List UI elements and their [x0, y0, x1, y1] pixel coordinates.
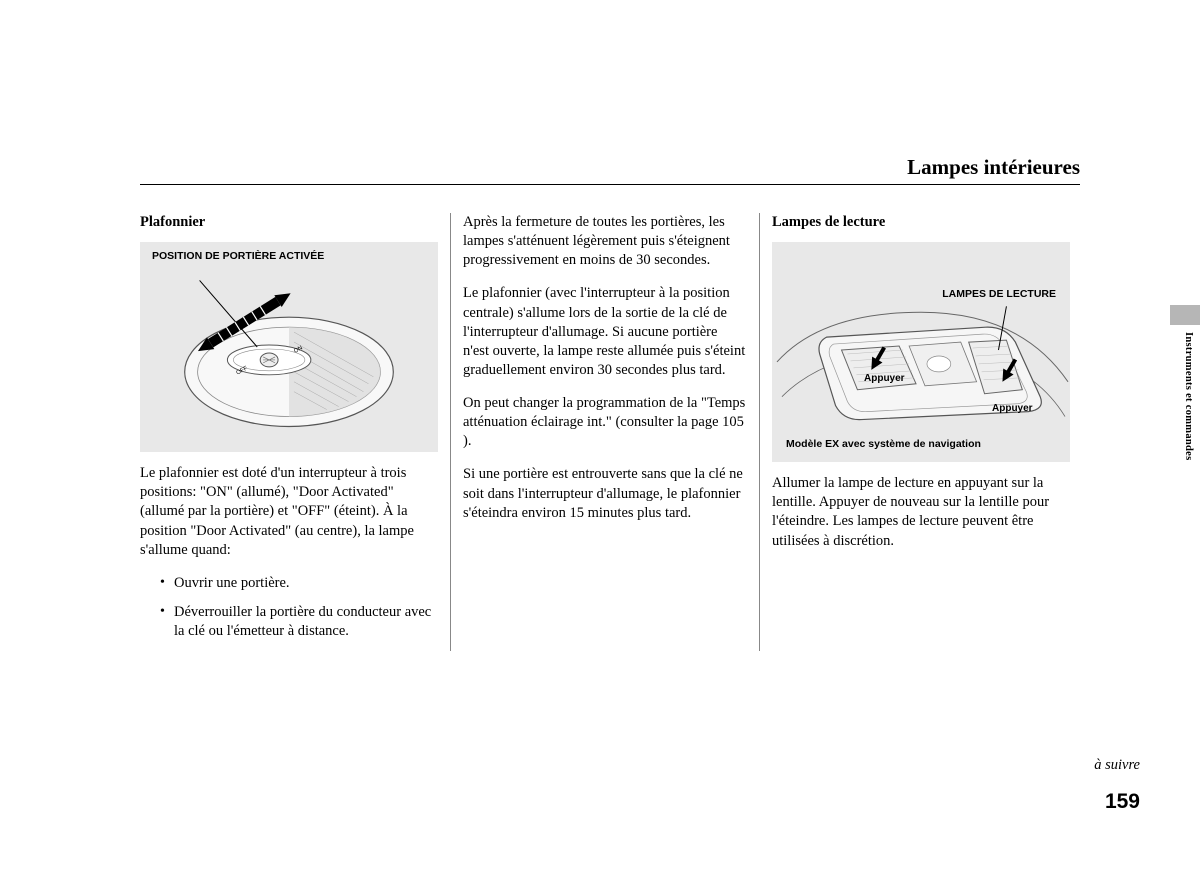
- column-container: Plafonnier POSITION DE PORTIÈRE ACTIVÉE: [140, 213, 1080, 651]
- col2-para4: Si une portière est entrouverte sans que…: [463, 465, 747, 522]
- plafonnier-illustration: OFF ON: [140, 242, 438, 452]
- column-3: Lampes de lecture LAMPES DE LECTURE: [760, 213, 1070, 651]
- lampes-lecture-illustration: [772, 242, 1070, 462]
- page-number: 159: [1105, 790, 1140, 814]
- side-tab: [1170, 305, 1200, 325]
- col2-para2: Le plafonnier (avec l'interrupteur à la …: [463, 284, 747, 380]
- col1-bullet2: Déverrouiller la portière du conducteur …: [160, 603, 438, 641]
- col1-para1: Le plafonnier est doté d'un interrupteur…: [140, 464, 438, 560]
- col1-bullet1: Ouvrir une portière.: [160, 574, 438, 593]
- column-2: Après la fermeture de toutes les portièr…: [450, 213, 760, 651]
- continue-marker: à suivre: [1094, 757, 1140, 774]
- side-section-label: Instruments et commandes: [1183, 332, 1194, 461]
- page-content: Lampes intérieures Plafonnier POSITION D…: [140, 155, 1080, 651]
- col2-para3: On peut changer la programmation de la "…: [463, 394, 747, 451]
- col3-para1: Allumer la lampe de lecture en appuyant …: [772, 474, 1070, 551]
- figure-plafonnier: POSITION DE PORTIÈRE ACTIVÉE: [140, 242, 438, 452]
- col2-para1: Après la fermeture de toutes les portièr…: [463, 213, 747, 270]
- fig2-caption: Modèle EX avec système de navigation: [786, 438, 981, 452]
- col1-subhead: Plafonnier: [140, 213, 438, 232]
- column-1: Plafonnier POSITION DE PORTIÈRE ACTIVÉE: [140, 213, 450, 651]
- fig2-label-press1: Appuyer: [864, 372, 905, 385]
- page-title: Lampes intérieures: [140, 155, 1080, 185]
- col1-bullets: Ouvrir une portière. Déverrouiller la po…: [140, 574, 438, 641]
- col3-subhead: Lampes de lecture: [772, 213, 1070, 232]
- figure-lampes-lecture: LAMPES DE LECTURE: [772, 242, 1070, 462]
- fig2-label-press2: Appuyer: [992, 402, 1033, 415]
